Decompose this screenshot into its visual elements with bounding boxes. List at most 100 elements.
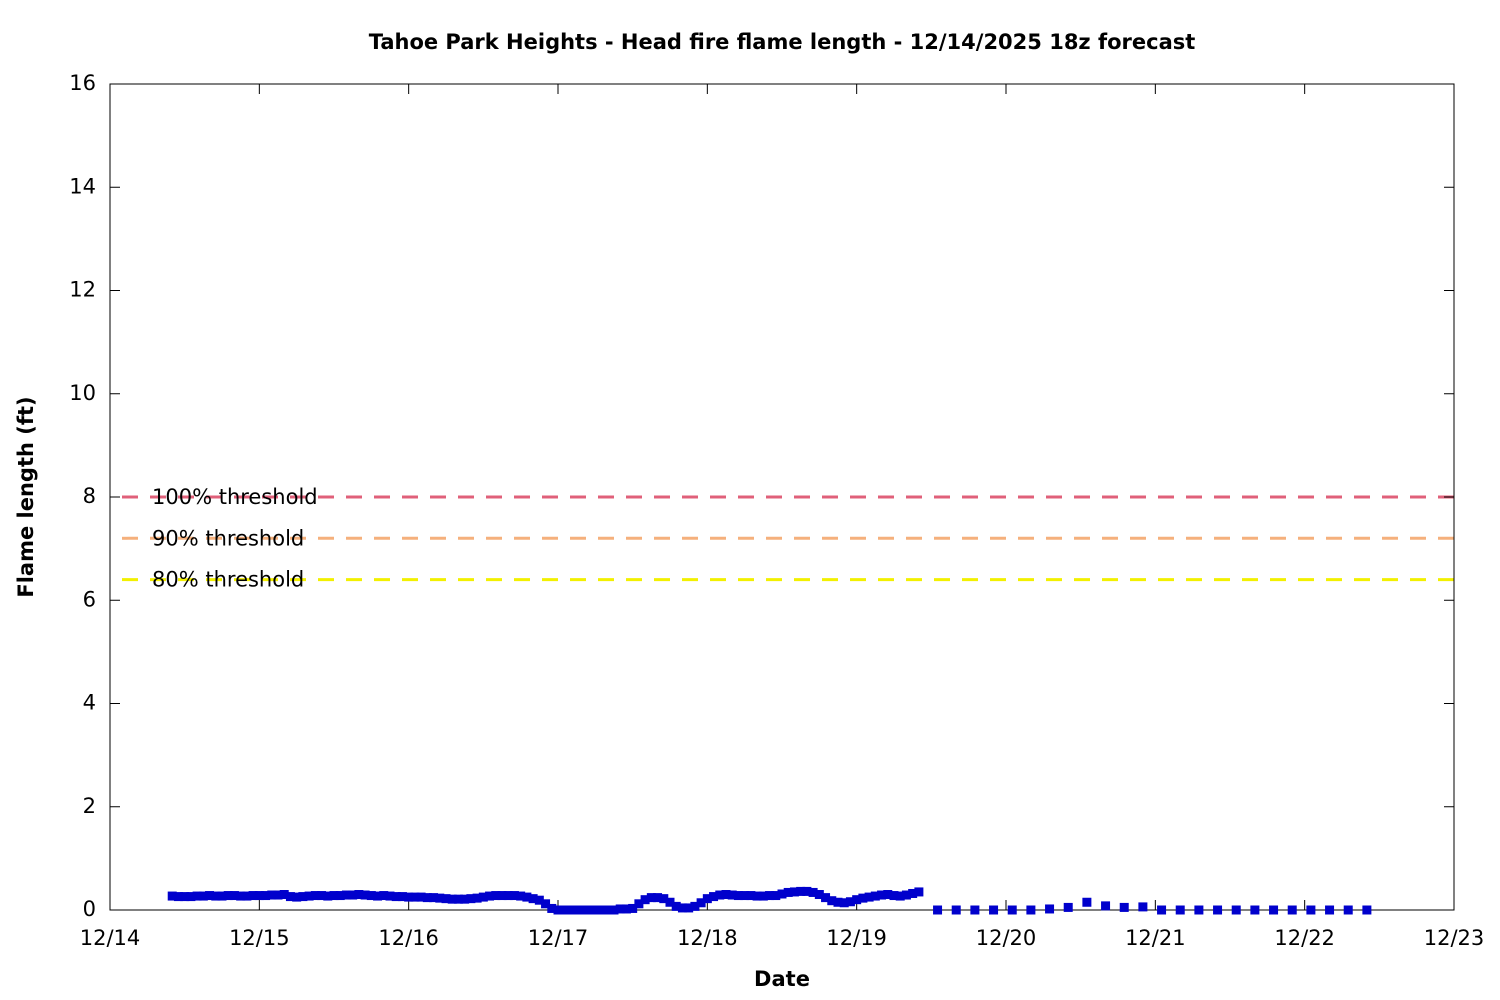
point bbox=[348, 890, 358, 900]
point bbox=[453, 894, 463, 904]
point bbox=[447, 894, 457, 904]
point bbox=[827, 896, 837, 906]
x-axis-label: Date bbox=[754, 967, 810, 991]
point bbox=[298, 892, 308, 902]
point bbox=[883, 890, 893, 900]
point bbox=[771, 891, 781, 901]
point bbox=[547, 903, 557, 913]
point bbox=[310, 891, 320, 901]
point bbox=[478, 892, 488, 902]
point bbox=[1007, 905, 1017, 915]
point bbox=[845, 897, 855, 907]
point bbox=[522, 892, 532, 902]
x-tick-label: 12/20 bbox=[976, 926, 1037, 950]
point bbox=[1250, 905, 1260, 915]
point bbox=[852, 895, 862, 905]
x-tick-label: 12/18 bbox=[677, 926, 738, 950]
chart-title: Tahoe Park Heights - Head fire flame len… bbox=[369, 30, 1196, 54]
point bbox=[167, 891, 177, 901]
point bbox=[1362, 905, 1372, 915]
point bbox=[267, 890, 277, 900]
point bbox=[385, 891, 395, 901]
threshold-label: 80% threshold bbox=[152, 568, 304, 592]
point bbox=[621, 904, 631, 914]
point bbox=[460, 894, 470, 904]
point bbox=[1194, 905, 1204, 915]
point bbox=[584, 905, 594, 915]
threshold-label: 90% threshold bbox=[152, 526, 304, 550]
point bbox=[889, 891, 899, 901]
point bbox=[1175, 905, 1185, 915]
x-tick-label: 12/14 bbox=[80, 926, 141, 950]
point bbox=[516, 891, 526, 901]
point bbox=[354, 890, 364, 900]
y-tick-label: 2 bbox=[83, 794, 96, 818]
point bbox=[416, 892, 426, 902]
point bbox=[690, 901, 700, 911]
point bbox=[472, 893, 482, 903]
point bbox=[211, 891, 221, 901]
point bbox=[677, 903, 687, 913]
point bbox=[1045, 904, 1055, 914]
point bbox=[908, 888, 918, 898]
point bbox=[360, 890, 370, 900]
point bbox=[180, 892, 190, 902]
point bbox=[317, 891, 327, 901]
point bbox=[1231, 905, 1241, 915]
x-tick-label: 12/15 bbox=[229, 926, 290, 950]
point bbox=[578, 905, 588, 915]
point bbox=[590, 905, 600, 915]
point bbox=[559, 905, 569, 915]
point bbox=[565, 905, 575, 915]
y-tick-label: 16 bbox=[69, 71, 96, 95]
point bbox=[715, 890, 725, 900]
point bbox=[858, 893, 868, 903]
point bbox=[933, 905, 943, 915]
point bbox=[192, 891, 202, 901]
point bbox=[901, 890, 911, 900]
point bbox=[254, 891, 264, 901]
point bbox=[951, 905, 961, 915]
x-tick-label: 12/23 bbox=[1424, 926, 1485, 950]
point bbox=[273, 890, 283, 900]
point bbox=[373, 891, 383, 901]
point bbox=[366, 891, 376, 901]
point bbox=[796, 886, 806, 896]
point bbox=[198, 891, 208, 901]
point bbox=[341, 890, 351, 900]
point bbox=[223, 891, 233, 901]
y-tick-label: 8 bbox=[83, 484, 96, 508]
plot-frame bbox=[109, 83, 1455, 911]
point bbox=[553, 905, 563, 915]
point bbox=[789, 887, 799, 897]
y-axis-label: Flame length (ft) bbox=[14, 396, 38, 597]
point bbox=[640, 895, 650, 905]
point bbox=[229, 891, 239, 901]
point bbox=[970, 905, 980, 915]
point bbox=[541, 899, 551, 909]
point bbox=[870, 891, 880, 901]
point bbox=[1343, 905, 1353, 915]
point bbox=[304, 891, 314, 901]
point bbox=[205, 891, 215, 901]
point bbox=[173, 892, 183, 902]
y-tick-label: 14 bbox=[69, 174, 96, 198]
point bbox=[684, 903, 694, 913]
point bbox=[727, 890, 737, 900]
point bbox=[733, 891, 743, 901]
threshold-label: 100% threshold bbox=[152, 485, 318, 509]
point bbox=[740, 891, 750, 901]
x-tick-label: 12/22 bbox=[1274, 926, 1335, 950]
point bbox=[186, 892, 196, 902]
point bbox=[1063, 902, 1073, 912]
point bbox=[285, 892, 295, 902]
point bbox=[659, 894, 669, 904]
point bbox=[989, 905, 999, 915]
point bbox=[509, 891, 519, 901]
point bbox=[410, 892, 420, 902]
point bbox=[242, 891, 252, 901]
point bbox=[528, 894, 538, 904]
point bbox=[335, 891, 345, 901]
point bbox=[609, 905, 619, 915]
point bbox=[1269, 905, 1279, 915]
